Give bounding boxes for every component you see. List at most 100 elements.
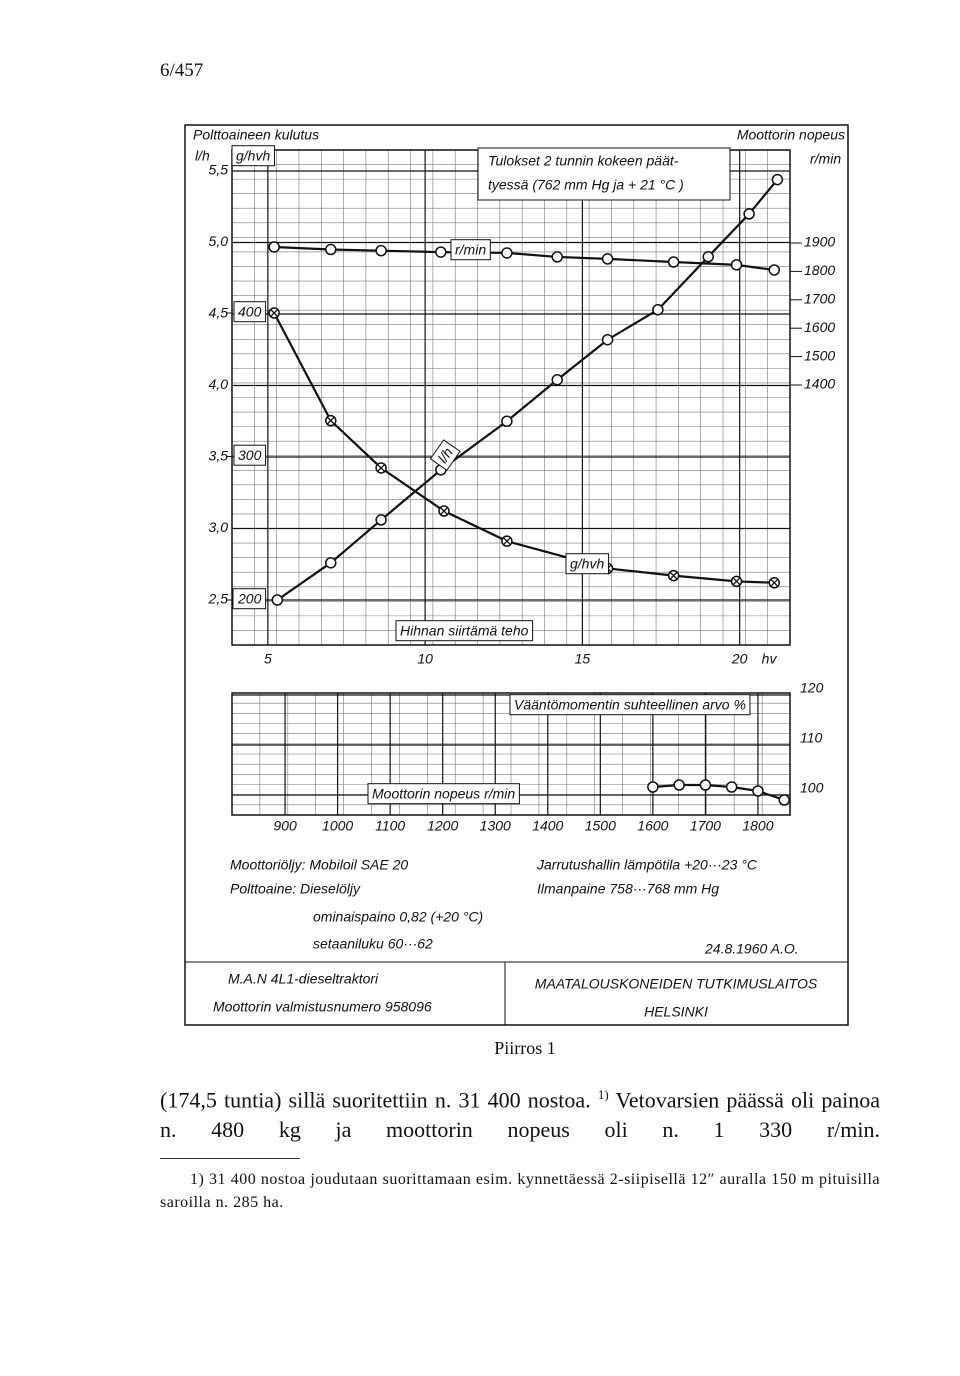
data-point <box>752 785 764 797</box>
series-label-box <box>450 239 491 261</box>
data-point <box>501 415 513 427</box>
series-line <box>274 245 775 272</box>
note-box <box>477 147 731 201</box>
data-point <box>435 246 447 258</box>
x-tick-label: 10 <box>417 651 433 667</box>
info-text: Ilmanpaine 758···768 mm Hg <box>537 881 719 897</box>
y2-tick-label: 1800 <box>804 262 835 278</box>
marker-cross <box>326 416 335 425</box>
info-text: 24.8.1960 A.O. <box>704 941 799 957</box>
x-tick-label: 1600 <box>637 818 668 834</box>
info-text: setaaniluku 60···62 <box>313 936 433 952</box>
info-text: MAATALOUSKONEIDEN TUTKIMUSLAITOS <box>535 976 818 992</box>
series-line <box>652 783 785 802</box>
x-tick-label: 1500 <box>585 818 616 834</box>
page-number: 6/457 <box>160 60 204 81</box>
chart-title-box <box>509 694 751 716</box>
data-point <box>375 514 387 526</box>
data-point <box>725 781 738 793</box>
info-text: HELSINKI <box>644 1004 708 1020</box>
x-tick-label: 1700 <box>690 818 721 834</box>
data-point <box>551 374 563 386</box>
g-tick-label-box <box>233 444 267 466</box>
data-point <box>647 781 659 793</box>
data-point <box>375 244 387 257</box>
x-tick-label: 5 <box>264 651 272 667</box>
x-axis-title: Hihnan siirtämä teho <box>400 623 529 639</box>
g-axis-label-box <box>231 145 275 167</box>
info-text: Polttoaine: Dieselöljy <box>230 881 361 897</box>
data-point <box>268 241 280 253</box>
y-tick-label: 100 <box>800 780 824 796</box>
footnote-text: 31 400 nostoa joudutaan suorittamaan esi… <box>160 1171 880 1211</box>
marker-cross <box>377 464 386 472</box>
y-tick-label: 110 <box>800 730 823 746</box>
marker-cross <box>732 577 741 586</box>
footnote-ref: 1) <box>597 1087 609 1102</box>
chart-title: Vääntömomentin suhteellinen arvo % <box>514 697 746 713</box>
plot-frame <box>231 692 791 816</box>
x-axis-title: Moottorin nopeus r/min <box>372 786 515 802</box>
note-text: tyessä (762 mm Hg ja + 21 °C ) <box>488 177 684 193</box>
y2-tick-label: 1700 <box>804 291 835 307</box>
marker-cross <box>270 309 279 317</box>
y2-axis-label: r/min <box>810 151 841 167</box>
data-point <box>601 333 614 346</box>
x-tick-label: 1300 <box>480 818 511 834</box>
y2-tick-label: 1600 <box>804 319 835 335</box>
data-point <box>771 173 784 186</box>
x-axis-label: hv <box>762 651 778 667</box>
data-point <box>551 251 563 263</box>
note-text: Tulokset 2 tunnin kokeen päät- <box>488 153 679 169</box>
series-label-box <box>565 553 609 575</box>
axis-title: Moottorin nopeus <box>737 127 845 143</box>
info-text: Moottoriöljy: Mobiloil SAE 20 <box>230 857 408 873</box>
x-tick-label: 900 <box>273 818 297 834</box>
data-point <box>271 594 284 606</box>
data-point <box>730 259 743 271</box>
footnote-rule <box>160 1158 300 1159</box>
x-axis-title-box <box>395 620 534 642</box>
g-tick-label-box <box>232 588 267 610</box>
series-label: g/hvh <box>570 556 604 572</box>
x-tick-label: 15 <box>575 651 591 667</box>
figure: 5 10 15 20 2,5 3,0 3,5 4,0 4,5 5,0 5,5 200 300 400 140… <box>184 124 849 1026</box>
y-tick-label: 5,5 <box>209 162 229 178</box>
x-tick-label: 1800 <box>742 818 773 834</box>
figure-frame <box>184 124 849 1026</box>
data-point <box>667 256 680 268</box>
data-point <box>768 264 781 276</box>
data-point <box>325 243 337 256</box>
y-tick-label: 4,0 <box>209 376 229 392</box>
y-tick-label: 2,5 <box>208 591 229 607</box>
info-text: Moottorin valmistusnumero 958096 <box>213 999 432 1015</box>
x-tick-label: 1400 <box>532 818 563 834</box>
y-tick-label: 3,0 <box>209 519 229 535</box>
series-label-box <box>429 439 461 471</box>
g-tick-label: 200 <box>237 591 262 607</box>
footnote-mark: 1) <box>190 1171 205 1188</box>
x-tick-label: 1000 <box>322 818 353 834</box>
x-tick-label: 1200 <box>427 818 458 834</box>
marker-cross <box>770 578 779 587</box>
series-label: r/min <box>455 242 486 258</box>
x-tick-label: 1100 <box>375 818 405 834</box>
series-line <box>273 312 775 584</box>
y-axis-label: l/h <box>195 148 210 164</box>
data-point <box>743 208 755 220</box>
data-point <box>699 779 712 791</box>
info-block: Moottoriöljy: Mobiloil SAE 20 Polttoaine… <box>213 857 818 1020</box>
body-text: Vetovarsien päässä oli painoa n. 480 kg … <box>160 1087 881 1143</box>
axis-title: Polttoaineen kulutus <box>193 127 319 143</box>
body-text: (174,5 tuntia) sillä suoritettiin n. 31 … <box>160 1080 880 1145</box>
caption: Piirros 1 <box>494 1038 556 1058</box>
data-point <box>702 251 714 263</box>
data-point <box>325 557 337 569</box>
marker-cross <box>440 507 448 515</box>
g-axis-label: g/hvh <box>236 148 270 164</box>
data-point <box>652 303 664 316</box>
data-point <box>673 779 685 791</box>
info-text: M.A.N 4L1-dieseltraktori <box>228 971 379 987</box>
data-point <box>778 794 790 806</box>
y-tick-label: 120 <box>800 680 824 696</box>
